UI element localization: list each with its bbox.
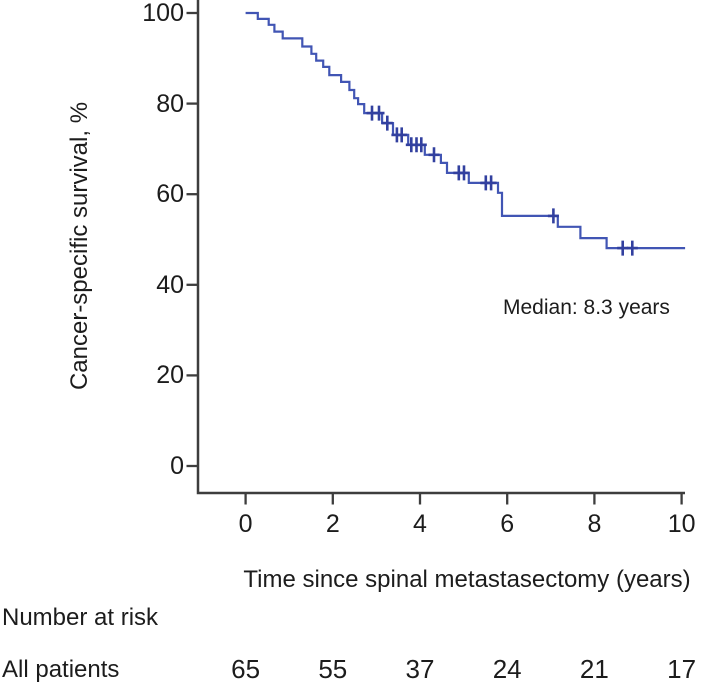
censor-mark [547,208,559,224]
x-tick-label: 4 [413,510,427,538]
risk-table-header: Number at risk [2,604,159,631]
censor-mark [617,240,629,256]
x-tick-label: 0 [238,510,253,538]
y-tick-label: 60 [156,180,184,209]
risk-value: 24 [492,654,522,684]
x-tick-label: 8 [587,510,602,538]
censor-mark [373,105,385,121]
y-tick-label: 20 [156,361,184,390]
censor-mark [396,127,408,143]
risk-value: 17 [667,654,697,684]
censor-mark [428,147,440,163]
risk-value: 65 [231,654,261,684]
median-annotation: Median: 8.3 years [503,296,670,319]
risk-value: 21 [579,654,609,684]
x-tick-label: 10 [667,510,696,538]
x-axis-title: Time since spinal metastasectomy (years) [243,566,691,593]
censor-mark [458,165,470,181]
risk-value: 55 [318,654,348,684]
y-axis-title: Cancer-specific survival, % [66,101,93,391]
y-tick-label: 0 [170,452,184,480]
risk-row-label: All patients [2,656,120,683]
x-tick-label: 6 [500,510,515,538]
censor-mark [415,137,427,153]
axis-lines [196,0,685,495]
y-tick-label: 100 [142,0,184,27]
x-tick-label: 2 [325,510,340,538]
y-tick-label: 40 [156,270,184,299]
censor-mark [485,175,497,191]
censor-mark [381,115,393,131]
km-curve [245,11,686,250]
y-tick-label: 80 [156,89,184,118]
risk-value: 37 [405,654,435,684]
censor-mark [626,240,638,256]
